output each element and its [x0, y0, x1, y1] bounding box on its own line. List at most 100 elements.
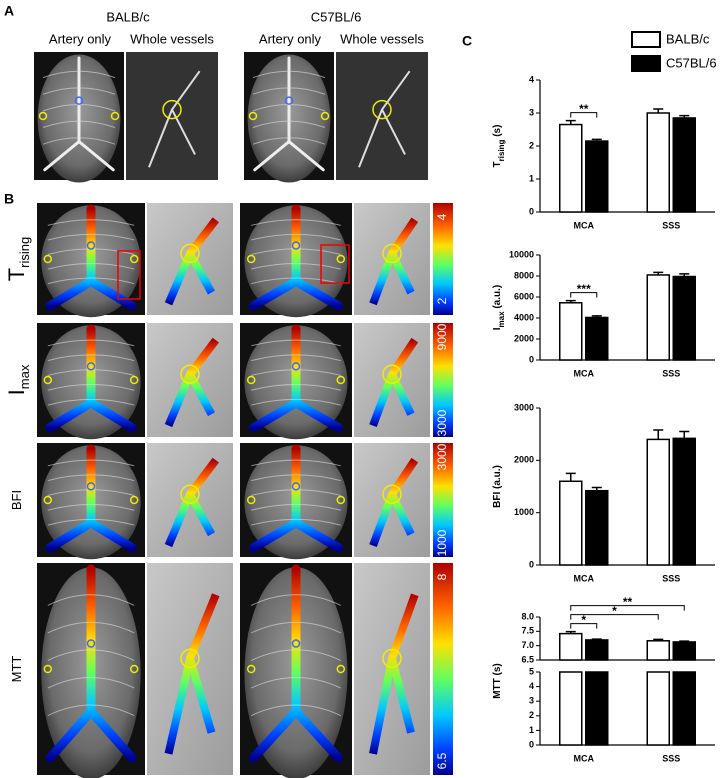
vessel	[369, 457, 419, 547]
row-label-main: I	[4, 389, 29, 395]
colorbar-label: 4	[435, 213, 449, 220]
significance-bracket	[570, 112, 598, 118]
y-tick-label: 3000	[514, 402, 534, 412]
significance-label: **	[623, 595, 633, 609]
colorbar-label: 9000	[435, 323, 449, 350]
roi	[291, 241, 301, 250]
vessel	[47, 354, 135, 362]
vessel	[251, 474, 341, 482]
vessel	[251, 504, 341, 511]
row-label-sub: rising	[17, 237, 32, 268]
y-tick-label: 0	[529, 206, 534, 216]
bar	[559, 480, 583, 566]
vessel	[250, 649, 342, 661]
vessel	[47, 621, 135, 634]
y-tick-label: 2	[529, 710, 534, 720]
y-tick-label: 4	[529, 74, 534, 84]
significance-bracket	[570, 623, 598, 629]
vessel	[47, 649, 135, 661]
vessel	[251, 277, 341, 285]
roi	[284, 96, 294, 105]
roi	[246, 495, 256, 505]
vessel	[47, 676, 135, 689]
y-tick-label: 1	[529, 725, 534, 735]
bar	[646, 640, 670, 661]
vessel	[47, 398, 135, 406]
vessel	[47, 594, 135, 606]
vessel	[42, 87, 116, 95]
colorbar-label: 6.5	[435, 752, 449, 769]
roi	[336, 664, 346, 674]
y-axis-label-sub: max	[497, 311, 506, 328]
vessel	[251, 219, 341, 226]
roi	[382, 648, 402, 669]
error-bar	[565, 472, 576, 482]
roi	[43, 664, 53, 674]
vessel	[369, 337, 419, 427]
roi	[372, 99, 392, 120]
y-tick-label: 0	[529, 559, 534, 569]
strain-label: BALB/c	[106, 9, 150, 24]
error-bar	[591, 486, 602, 491]
roi	[129, 495, 139, 505]
legend-label: C57BL/6	[666, 55, 717, 70]
colorbar-label: 1000	[435, 529, 449, 556]
roi	[382, 243, 402, 264]
vessel	[253, 56, 325, 172]
roi	[246, 254, 256, 264]
bar	[559, 123, 583, 213]
roi	[291, 362, 301, 371]
y-axis-label: Imax (a.u.)	[492, 285, 506, 330]
vessel	[369, 217, 419, 306]
y-tick-label: 0	[529, 354, 534, 364]
x-tick-label: MCA	[574, 753, 595, 763]
row-label-main: BFI	[9, 490, 24, 510]
vessel	[47, 339, 135, 347]
roi	[246, 375, 256, 385]
y-axis-label-sub: rising	[497, 139, 506, 161]
significance-bracket	[570, 614, 659, 620]
x-tick-label: SSS	[662, 573, 680, 583]
vessel	[251, 233, 341, 241]
roi	[74, 96, 84, 105]
roi	[86, 639, 96, 648]
x-tick-label: SSS	[662, 368, 680, 378]
roi	[336, 254, 346, 264]
detail-image	[126, 52, 218, 180]
bar	[559, 671, 583, 746]
roi	[129, 375, 139, 385]
y-tick-label: 8000	[514, 270, 534, 280]
y-tick-label: 7.5	[521, 626, 534, 636]
error-bar	[653, 108, 664, 113]
vessel	[369, 593, 419, 755]
y-tick-label: 2000	[514, 455, 534, 465]
error-bar	[653, 271, 664, 275]
error-bar	[591, 138, 602, 142]
vessel	[47, 459, 135, 467]
roi	[382, 364, 402, 385]
bar	[559, 302, 583, 361]
vessel	[248, 444, 344, 553]
colorbar-label: 3000	[435, 443, 449, 470]
roi	[180, 243, 200, 264]
vessel	[248, 204, 344, 311]
bar	[646, 112, 670, 213]
roi	[248, 111, 258, 121]
roi	[180, 648, 200, 669]
column-label: Whole vessels	[130, 31, 214, 46]
y-axis-label-main: BFI (a.u.)	[492, 465, 503, 508]
y-tick-label: 1000	[514, 507, 534, 517]
vessel	[42, 120, 116, 128]
column-label: Artery only	[259, 31, 322, 46]
vessel	[251, 384, 341, 391]
error-bar	[679, 430, 690, 439]
error-bar	[653, 638, 664, 641]
roi	[246, 664, 256, 674]
y-axis-label: Trising (s)	[492, 125, 506, 168]
row-label: Trising	[4, 237, 32, 282]
y-tick-label: 6000	[514, 291, 534, 301]
panel-label: C	[462, 33, 472, 49]
vessel	[47, 219, 135, 226]
vessel	[164, 593, 220, 755]
